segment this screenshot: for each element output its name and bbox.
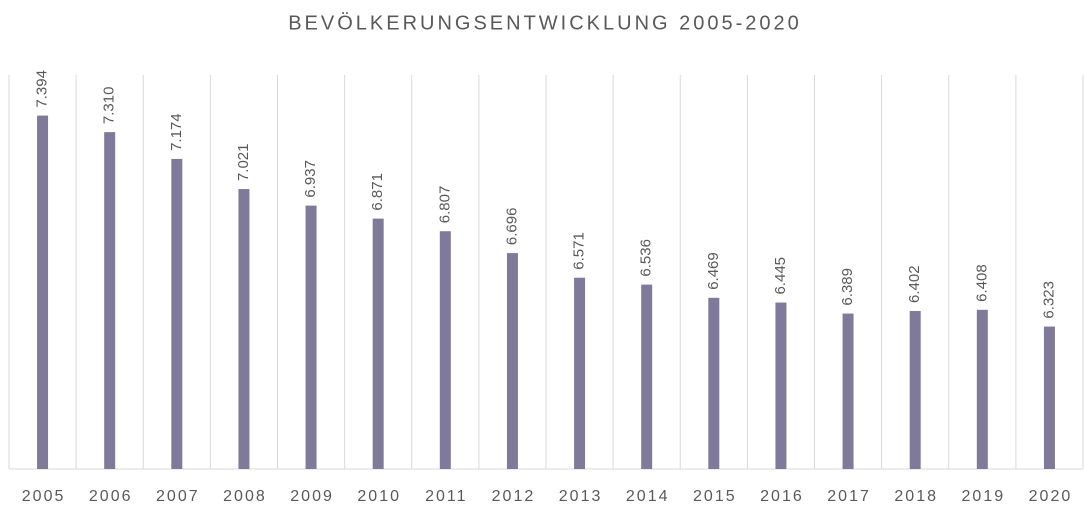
- bar: [439, 231, 451, 469]
- bar: [238, 189, 250, 470]
- x-tick-label: 2018: [894, 488, 938, 505]
- bar: [104, 132, 116, 469]
- value-label: 6.408: [973, 264, 990, 302]
- x-tick-label: 2014: [626, 488, 670, 505]
- x-tick-label: 2009: [290, 488, 334, 505]
- value-label: 6.536: [638, 239, 655, 277]
- bar: [372, 218, 384, 469]
- value-label: 6.445: [772, 257, 789, 295]
- value-label: 6.389: [839, 268, 856, 306]
- x-tick-label: 2016: [760, 488, 804, 505]
- chart-title: BEVÖLKERUNGSENTWICKLUNG 2005-2020: [288, 12, 802, 34]
- bar: [909, 311, 921, 469]
- bar: [976, 309, 988, 469]
- bar: [171, 158, 183, 469]
- value-label: 6.937: [302, 160, 319, 198]
- x-tick-label: 2005: [22, 488, 66, 505]
- x-tick-label: 2011: [425, 488, 467, 505]
- x-tick-label: 2008: [223, 488, 267, 505]
- x-tick-label: 2006: [89, 488, 133, 505]
- value-label: 7.021: [235, 144, 252, 182]
- value-label: 6.323: [1040, 281, 1057, 319]
- value-label: 6.469: [705, 252, 722, 290]
- value-label: 6.402: [906, 265, 923, 303]
- bar: [37, 115, 49, 469]
- x-tick-label: 2017: [827, 488, 871, 505]
- x-tick-label: 2015: [693, 488, 737, 505]
- bar: [506, 253, 518, 469]
- bar: [1043, 326, 1055, 469]
- x-tick-label: 2019: [962, 488, 1006, 505]
- value-label: 7.174: [168, 113, 185, 151]
- value-label: 6.871: [369, 173, 386, 211]
- value-label: 6.807: [436, 186, 453, 224]
- x-tick-label: 2012: [492, 488, 536, 505]
- bar: [842, 313, 854, 469]
- value-label: 7.394: [34, 70, 51, 108]
- bar: [775, 302, 787, 469]
- bar: [574, 277, 586, 469]
- bar: [641, 284, 653, 469]
- x-tick-label: 2007: [156, 488, 200, 505]
- x-tick-label: 2020: [1029, 488, 1073, 505]
- bar: [305, 205, 317, 469]
- x-tick-label: 2013: [559, 488, 603, 505]
- value-label: 7.310: [101, 87, 118, 125]
- value-label: 6.571: [571, 232, 588, 270]
- value-label: 6.696: [503, 208, 520, 246]
- x-tick-label: 2010: [357, 488, 401, 505]
- bar: [708, 297, 720, 469]
